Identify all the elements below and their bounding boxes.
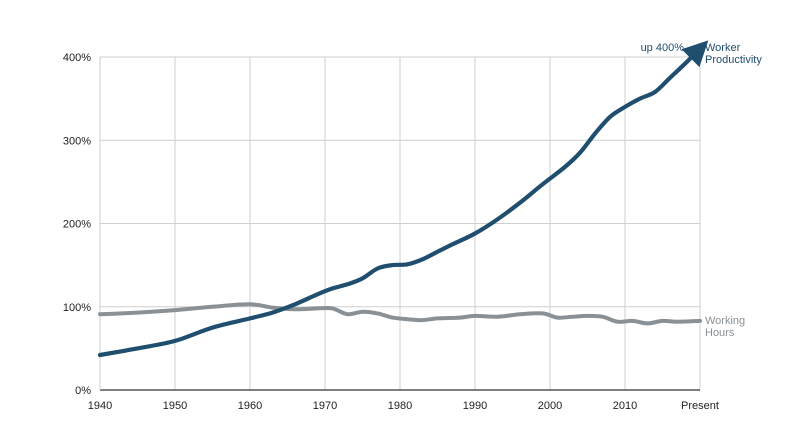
y-tick-label: 200% [63,219,91,231]
series-line-working-hours [98,302,702,326]
x-tick-label: 1940 [88,400,112,412]
y-tick-label: 100% [63,302,91,314]
x-tick-label: 2000 [538,400,562,412]
series-label-worker-productivity: Worker Productivity [705,42,762,66]
x-tick-label: 1970 [313,400,337,412]
grid [99,56,701,391]
x-tick-label: 1960 [238,400,262,412]
x-tick-label: 1980 [388,400,412,412]
series-label-line: Working [705,315,745,327]
y-tick-label: 400% [63,52,91,64]
x-tick-label: 1990 [463,400,487,412]
x-tick-label: 1950 [163,400,187,412]
labels: Worker Productivity Working Hours up 400% [641,42,763,339]
series-label-line: Productivity [705,54,762,66]
x-tick-label: Present [681,400,719,412]
x-tick-label: 2010 [613,400,637,412]
series-label-line: Hours [705,327,735,339]
series-line-worker-productivity [97,40,709,358]
series [97,40,709,358]
series-label-line: Worker [705,42,741,54]
y-tick-label: 0% [75,385,91,397]
axes: 0% 100% 200% 300% 400% 1940 1950 1960 1970 1980 19… [63,52,719,412]
series-label-working-hours: Working Hours [705,315,745,339]
y-tick-label: 300% [63,135,91,147]
annotation-up-400: up 400% [641,42,685,54]
